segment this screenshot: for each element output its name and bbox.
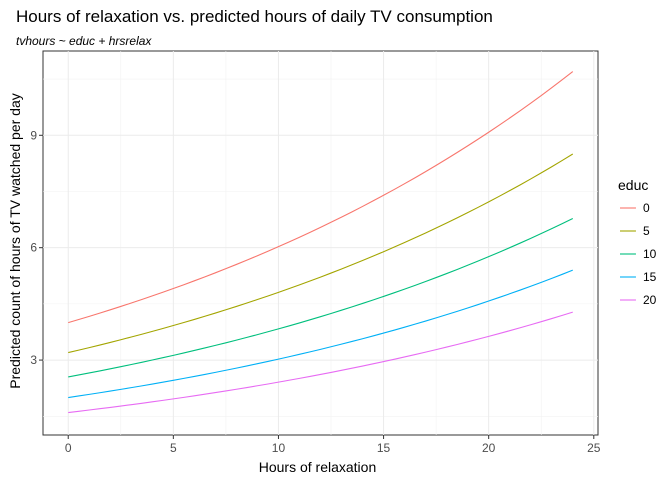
legend-label: 20 <box>643 293 657 307</box>
legend-label: 15 <box>643 270 657 284</box>
legend-label: 0 <box>643 201 650 215</box>
series-line-10 <box>68 217 574 378</box>
x-tick-label: 20 <box>482 441 496 455</box>
axis-layer: 0 5 10 15 20 25 3 6 9 <box>30 128 600 455</box>
x-tick-label: 25 <box>587 441 601 455</box>
legend-title: educ <box>618 177 648 193</box>
x-tick-label: 15 <box>377 441 391 455</box>
chart-subtitle: tvhours ~ educ + hrsrelax <box>16 34 152 48</box>
y-axis-title: Predicted count of hours of TV watched p… <box>7 93 23 388</box>
grid-layer <box>43 51 598 435</box>
y-tick-label: 6 <box>30 241 37 255</box>
x-tick-label: 10 <box>272 441 286 455</box>
y-tick-label: 3 <box>30 353 37 367</box>
legend-label: 5 <box>643 224 650 238</box>
series-layer <box>68 71 574 414</box>
chart-title: Hours of relaxation vs. predicted hours … <box>16 7 493 26</box>
legend: educ 0 5 10 15 20 <box>618 177 657 307</box>
plot-panel <box>42 50 599 436</box>
y-tick-label: 9 <box>30 128 37 142</box>
x-tick-label: 5 <box>170 441 177 455</box>
x-tick-label: 0 <box>65 441 72 455</box>
legend-items: 0 5 10 15 20 <box>620 201 657 307</box>
series-line-20 <box>68 311 573 414</box>
legend-label: 10 <box>643 247 657 261</box>
series-line-5 <box>68 153 574 354</box>
x-axis-title: Hours of relaxation <box>259 459 377 475</box>
series-line-15 <box>68 269 573 399</box>
series-line-0 <box>68 71 574 324</box>
